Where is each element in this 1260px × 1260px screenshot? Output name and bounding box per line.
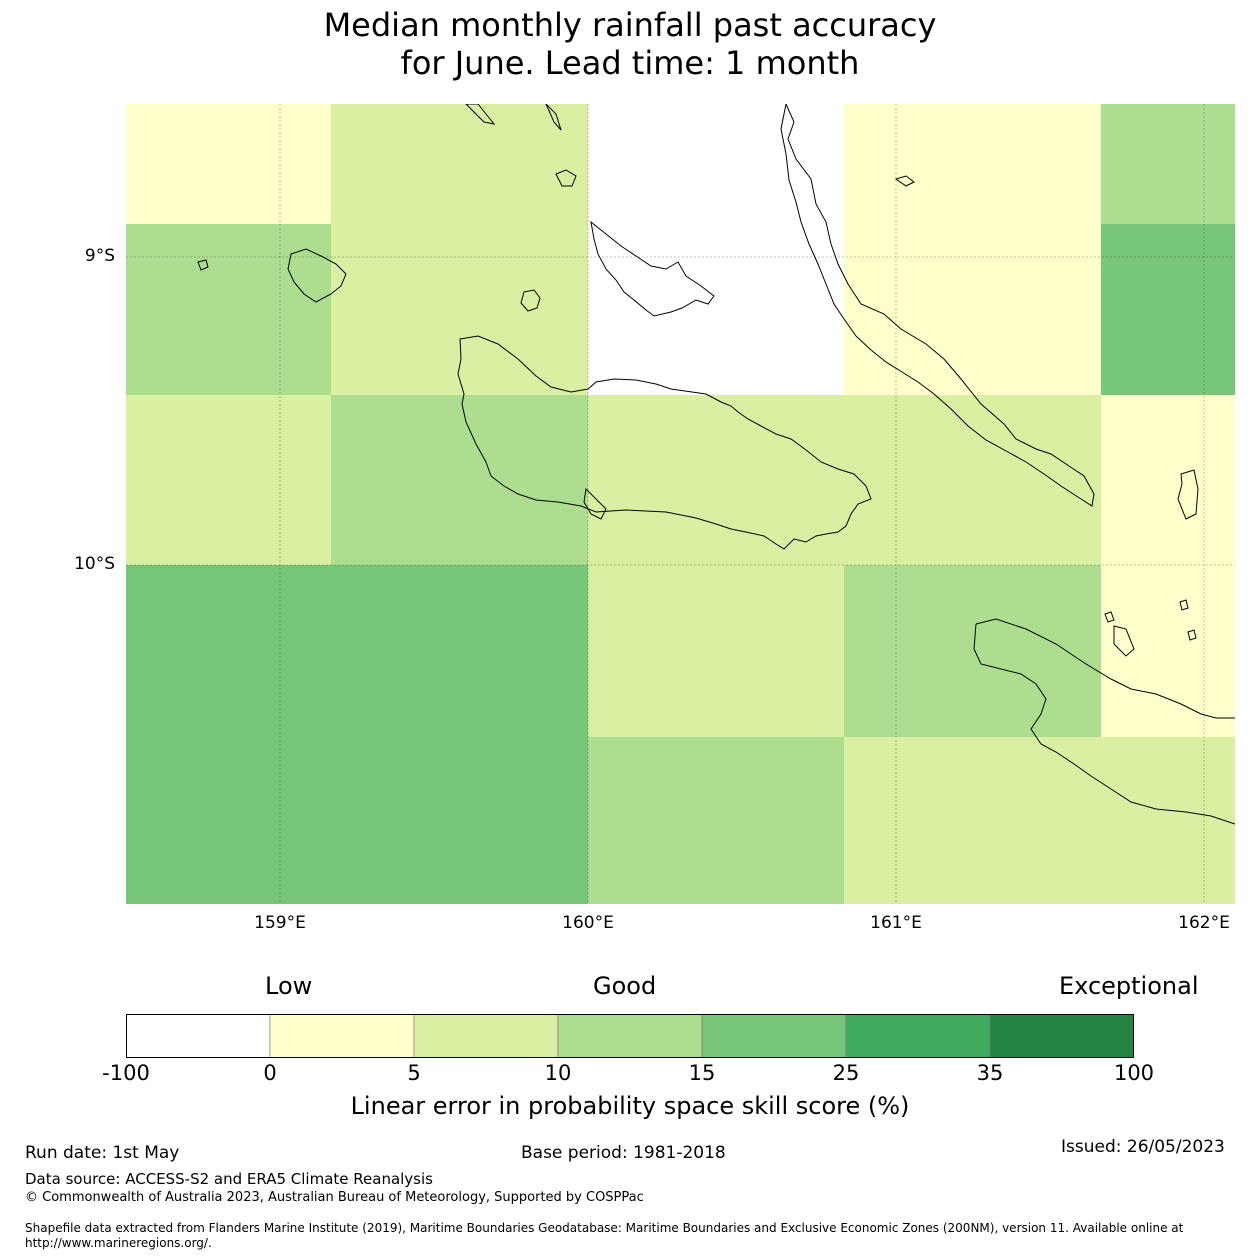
colorbar-swatch bbox=[413, 1014, 559, 1058]
skill-map bbox=[126, 104, 1235, 904]
islet-north bbox=[465, 104, 496, 125]
lon-label-161e: 161°E bbox=[870, 913, 922, 933]
issued-date: Issued: 26/05/2023 bbox=[1061, 1137, 1225, 1157]
colorbar-swatch bbox=[989, 1014, 1134, 1058]
skill-cell bbox=[588, 395, 844, 565]
lon-label-159e: 159°E bbox=[254, 913, 306, 933]
skill-cell bbox=[844, 224, 1101, 395]
shapefile-credit-line2: http://www.marineregions.org/. bbox=[25, 1236, 212, 1250]
skill-cell bbox=[1101, 395, 1235, 565]
colorbar-tick: 15 bbox=[688, 1061, 716, 1085]
coastlines bbox=[197, 104, 1235, 825]
skill-cell bbox=[331, 565, 588, 737]
colorbar bbox=[126, 1014, 1134, 1058]
skill-cell bbox=[126, 565, 331, 737]
lat-label-9s: 9°S bbox=[84, 246, 115, 266]
skill-cell bbox=[844, 737, 1101, 904]
florida-islands-coast bbox=[590, 220, 715, 317]
islet-near-choiseul bbox=[894, 175, 915, 187]
map-canvas bbox=[126, 104, 1235, 904]
colorbar-label-low: Low bbox=[265, 972, 313, 1000]
map-title-line2: for June. Lead time: 1 month bbox=[400, 44, 860, 82]
data-source: Data source: ACCESS-S2 and ERA5 Climate … bbox=[25, 1170, 433, 1188]
colorbar-tick: -100 bbox=[102, 1061, 150, 1085]
colorbar-tick: 10 bbox=[544, 1061, 572, 1085]
skill-cell bbox=[126, 737, 331, 904]
lon-label-162e: 162°E bbox=[1178, 913, 1230, 933]
colorbar-tick: 100 bbox=[1113, 1061, 1155, 1085]
colorbar-label-exceptional: Exceptional bbox=[1059, 972, 1199, 1000]
colorbar-tick: 0 bbox=[263, 1061, 277, 1085]
colorbar-tick: 25 bbox=[832, 1061, 860, 1085]
colorbar-tick: 35 bbox=[976, 1061, 1004, 1085]
graticule-lines bbox=[126, 104, 1235, 904]
run-date: Run date: 1st May bbox=[25, 1143, 180, 1163]
malaita-coast-b bbox=[973, 623, 1235, 825]
islet-east-2 bbox=[1113, 625, 1135, 657]
santa-isabel-coast bbox=[457, 335, 872, 550]
islet-east-1 bbox=[1177, 469, 1199, 520]
colorbar-title: Linear error in probability space skill … bbox=[350, 1092, 910, 1120]
islet-east-5 bbox=[1187, 629, 1197, 641]
skill-cell bbox=[1101, 104, 1235, 224]
malaita-coast-a bbox=[975, 618, 1235, 719]
colorbar-swatches bbox=[126, 1014, 1134, 1058]
copyright: © Commonwealth of Australia 2023, Austra… bbox=[25, 1190, 644, 1205]
lon-label-160e: 160°E bbox=[562, 913, 614, 933]
colorbar-swatch bbox=[557, 1014, 703, 1058]
skill-cell bbox=[844, 565, 1101, 737]
skill-cell bbox=[331, 224, 588, 395]
islet-east-3 bbox=[1104, 611, 1115, 623]
skill-cell bbox=[126, 395, 331, 565]
skill-cell bbox=[1101, 224, 1235, 395]
skill-cell bbox=[588, 565, 844, 737]
skill-cell bbox=[844, 395, 1101, 565]
islet-north-2 bbox=[545, 104, 562, 131]
skill-cell bbox=[588, 737, 844, 904]
colorbar-frame bbox=[126, 1014, 1134, 1058]
savo-island bbox=[520, 289, 541, 312]
skill-cell bbox=[1101, 565, 1235, 737]
map-title-line1: Median monthly rainfall past accuracy bbox=[323, 6, 937, 44]
ngella-coast bbox=[583, 487, 607, 520]
choiseul-coast bbox=[780, 104, 1095, 507]
russell-islands bbox=[287, 248, 347, 303]
colorbar-swatch bbox=[269, 1014, 415, 1058]
skill-cell bbox=[331, 104, 588, 224]
skill-cell bbox=[1101, 737, 1235, 904]
skill-cell bbox=[844, 104, 1101, 224]
skill-cell bbox=[588, 104, 844, 224]
skill-cell bbox=[126, 224, 331, 395]
islet-nw-1 bbox=[555, 169, 577, 187]
colorbar-swatch bbox=[126, 1014, 271, 1058]
islet-east-4 bbox=[1179, 599, 1189, 611]
skill-grid-cells bbox=[126, 104, 1235, 904]
lat-label-10s: 10°S bbox=[74, 554, 115, 574]
islet-west bbox=[197, 259, 209, 271]
skill-cell bbox=[331, 737, 588, 904]
colorbar-swatch bbox=[845, 1014, 991, 1058]
colorbar-tick: 5 bbox=[407, 1061, 421, 1085]
colorbar-swatch bbox=[701, 1014, 847, 1058]
skill-cell bbox=[126, 104, 331, 224]
base-period: Base period: 1981-2018 bbox=[521, 1143, 726, 1163]
colorbar-label-good: Good bbox=[593, 972, 657, 1000]
shapefile-credit-line1: Shapefile data extracted from Flanders M… bbox=[25, 1221, 1184, 1235]
skill-cell bbox=[331, 395, 588, 565]
